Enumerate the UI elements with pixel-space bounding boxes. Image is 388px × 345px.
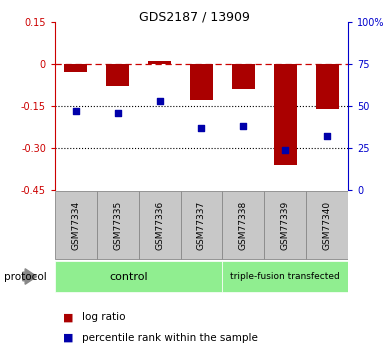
Text: log ratio: log ratio xyxy=(82,312,126,322)
Bar xyxy=(222,261,348,292)
Text: GSM77337: GSM77337 xyxy=(197,200,206,250)
Bar xyxy=(139,191,180,259)
Bar xyxy=(180,191,222,259)
Point xyxy=(324,134,330,139)
Bar xyxy=(306,191,348,259)
FancyArrow shape xyxy=(23,269,37,284)
Bar xyxy=(274,64,297,165)
Text: ■: ■ xyxy=(63,312,73,322)
Point xyxy=(73,108,79,114)
Text: GDS2187 / 13909: GDS2187 / 13909 xyxy=(139,10,249,23)
Point xyxy=(198,125,204,131)
Point xyxy=(240,124,246,129)
Text: GSM77334: GSM77334 xyxy=(71,200,80,249)
Point xyxy=(115,110,121,116)
Bar xyxy=(190,64,213,100)
Bar xyxy=(232,64,255,89)
Bar xyxy=(106,64,129,86)
Bar xyxy=(55,191,97,259)
Text: GSM77336: GSM77336 xyxy=(155,200,164,250)
Bar xyxy=(315,64,339,109)
Bar xyxy=(148,61,171,64)
Bar xyxy=(55,261,222,292)
Text: GSM77340: GSM77340 xyxy=(322,200,332,249)
Text: protocol: protocol xyxy=(4,272,47,282)
Text: GSM77335: GSM77335 xyxy=(113,200,122,250)
Bar xyxy=(97,191,139,259)
Point xyxy=(282,147,288,152)
Text: percentile rank within the sample: percentile rank within the sample xyxy=(82,333,258,343)
Bar xyxy=(222,191,264,259)
Point xyxy=(156,98,163,104)
Bar xyxy=(64,64,87,72)
Text: GSM77338: GSM77338 xyxy=(239,200,248,250)
Text: triple-fusion transfected: triple-fusion transfected xyxy=(230,272,340,281)
Text: control: control xyxy=(109,272,147,282)
Text: ■: ■ xyxy=(63,333,73,343)
Text: GSM77339: GSM77339 xyxy=(281,200,290,250)
Bar xyxy=(264,191,306,259)
